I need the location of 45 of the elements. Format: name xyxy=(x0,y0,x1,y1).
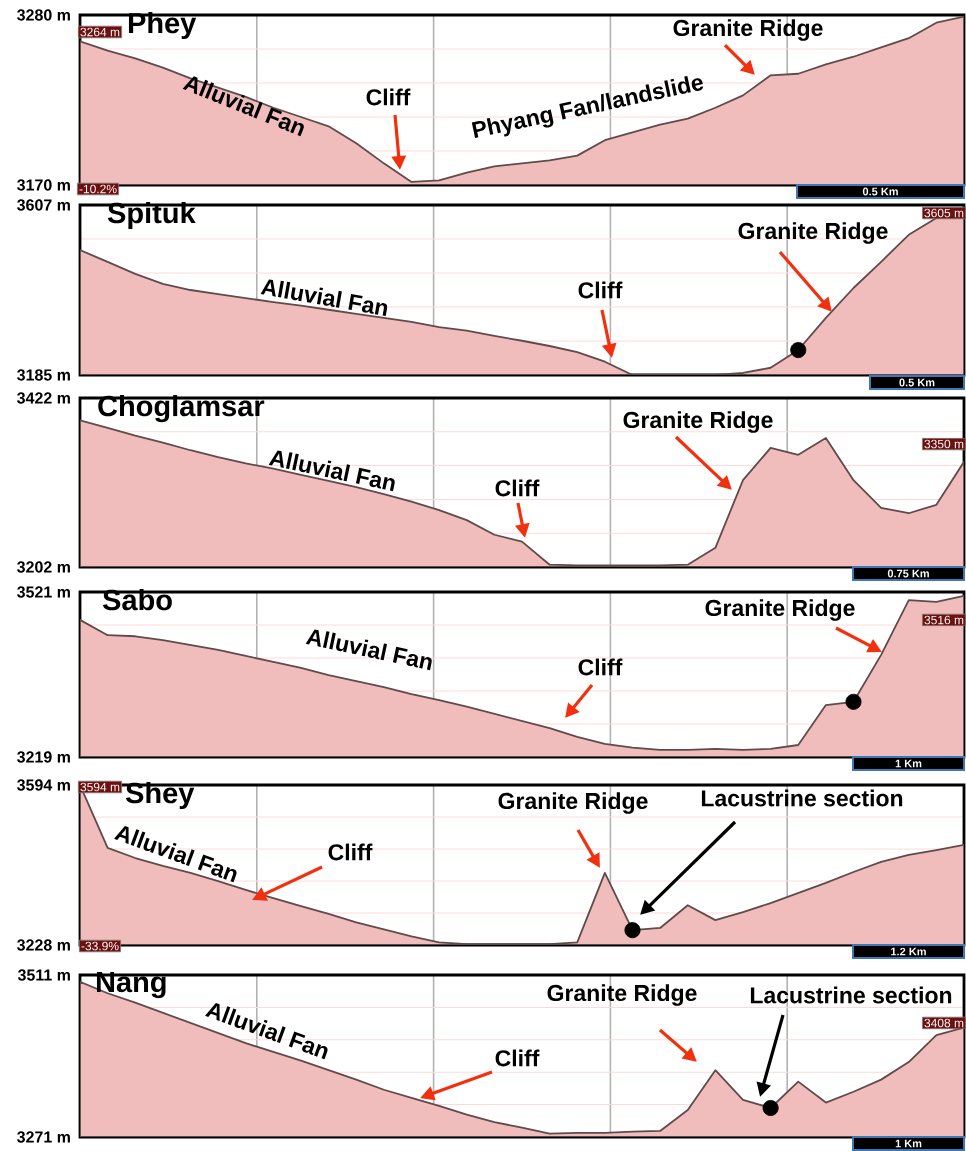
y-tick-label: 3202 m xyxy=(17,561,70,573)
annotation: Granite Ridge xyxy=(623,411,773,433)
text: 0.5 Km xyxy=(862,187,898,196)
y-tick-label: 3219 m xyxy=(17,751,70,763)
annotation: Granite Ridge xyxy=(498,792,648,814)
y-tick-label: 3607 m xyxy=(17,199,70,211)
annotation: Cliff xyxy=(578,281,623,299)
y-tick-label: 3185 m xyxy=(17,369,70,381)
y-tick-label: 3511 m xyxy=(17,969,70,981)
y-tick-label: 3521 m xyxy=(17,586,70,598)
annotation: 3516 m xyxy=(924,615,964,625)
annotation: Lacustrine section xyxy=(701,789,903,807)
annotation: Granite Ridge xyxy=(673,19,823,41)
text: 1.2 Km xyxy=(891,947,926,956)
annotation: Granite Ridge xyxy=(738,222,888,244)
y-tick-label: 3422 m xyxy=(17,392,70,404)
annotation: Cliff xyxy=(495,479,540,497)
annotation: Granite Ridge xyxy=(705,599,855,621)
annotation: -33.9% xyxy=(81,941,119,951)
annotation: Alluvial Fan xyxy=(268,450,395,492)
annotation: 3350 m xyxy=(924,439,964,449)
annotation: Cliff xyxy=(366,88,411,106)
annotation: 3594 m xyxy=(80,782,120,792)
y-tick-label: 3594 m xyxy=(17,779,70,791)
text: 1 Km xyxy=(895,1139,922,1148)
annotation: 3605 m xyxy=(924,208,964,218)
annotation: Alluvial Fan xyxy=(260,279,388,317)
y-tick-label: 3271 m xyxy=(17,1131,70,1143)
annotation: 3408 m xyxy=(924,1018,964,1028)
annotation: -10.2% xyxy=(79,184,117,194)
annotation: Alluvial Fan xyxy=(305,629,432,671)
annotation: Granite Ridge xyxy=(547,984,697,1006)
chart-title: Choglamsar xyxy=(98,395,265,423)
annotation: 3264 m xyxy=(80,27,120,37)
text: 0.5 Km xyxy=(899,378,935,387)
y-tick-label: 3280 m xyxy=(17,9,70,21)
text: 1 Km xyxy=(895,759,922,768)
y-tick-label: 3228 m xyxy=(17,939,70,951)
annotation: Cliff xyxy=(328,843,373,861)
text: 0.75 Km xyxy=(887,569,929,578)
annotation: Lacustrine section xyxy=(750,986,952,1004)
annotation: Cliff xyxy=(495,1049,540,1067)
chart-title: Nang xyxy=(96,972,166,999)
y-tick-label: 3170 m xyxy=(17,179,70,191)
annotation: Cliff xyxy=(578,658,623,676)
